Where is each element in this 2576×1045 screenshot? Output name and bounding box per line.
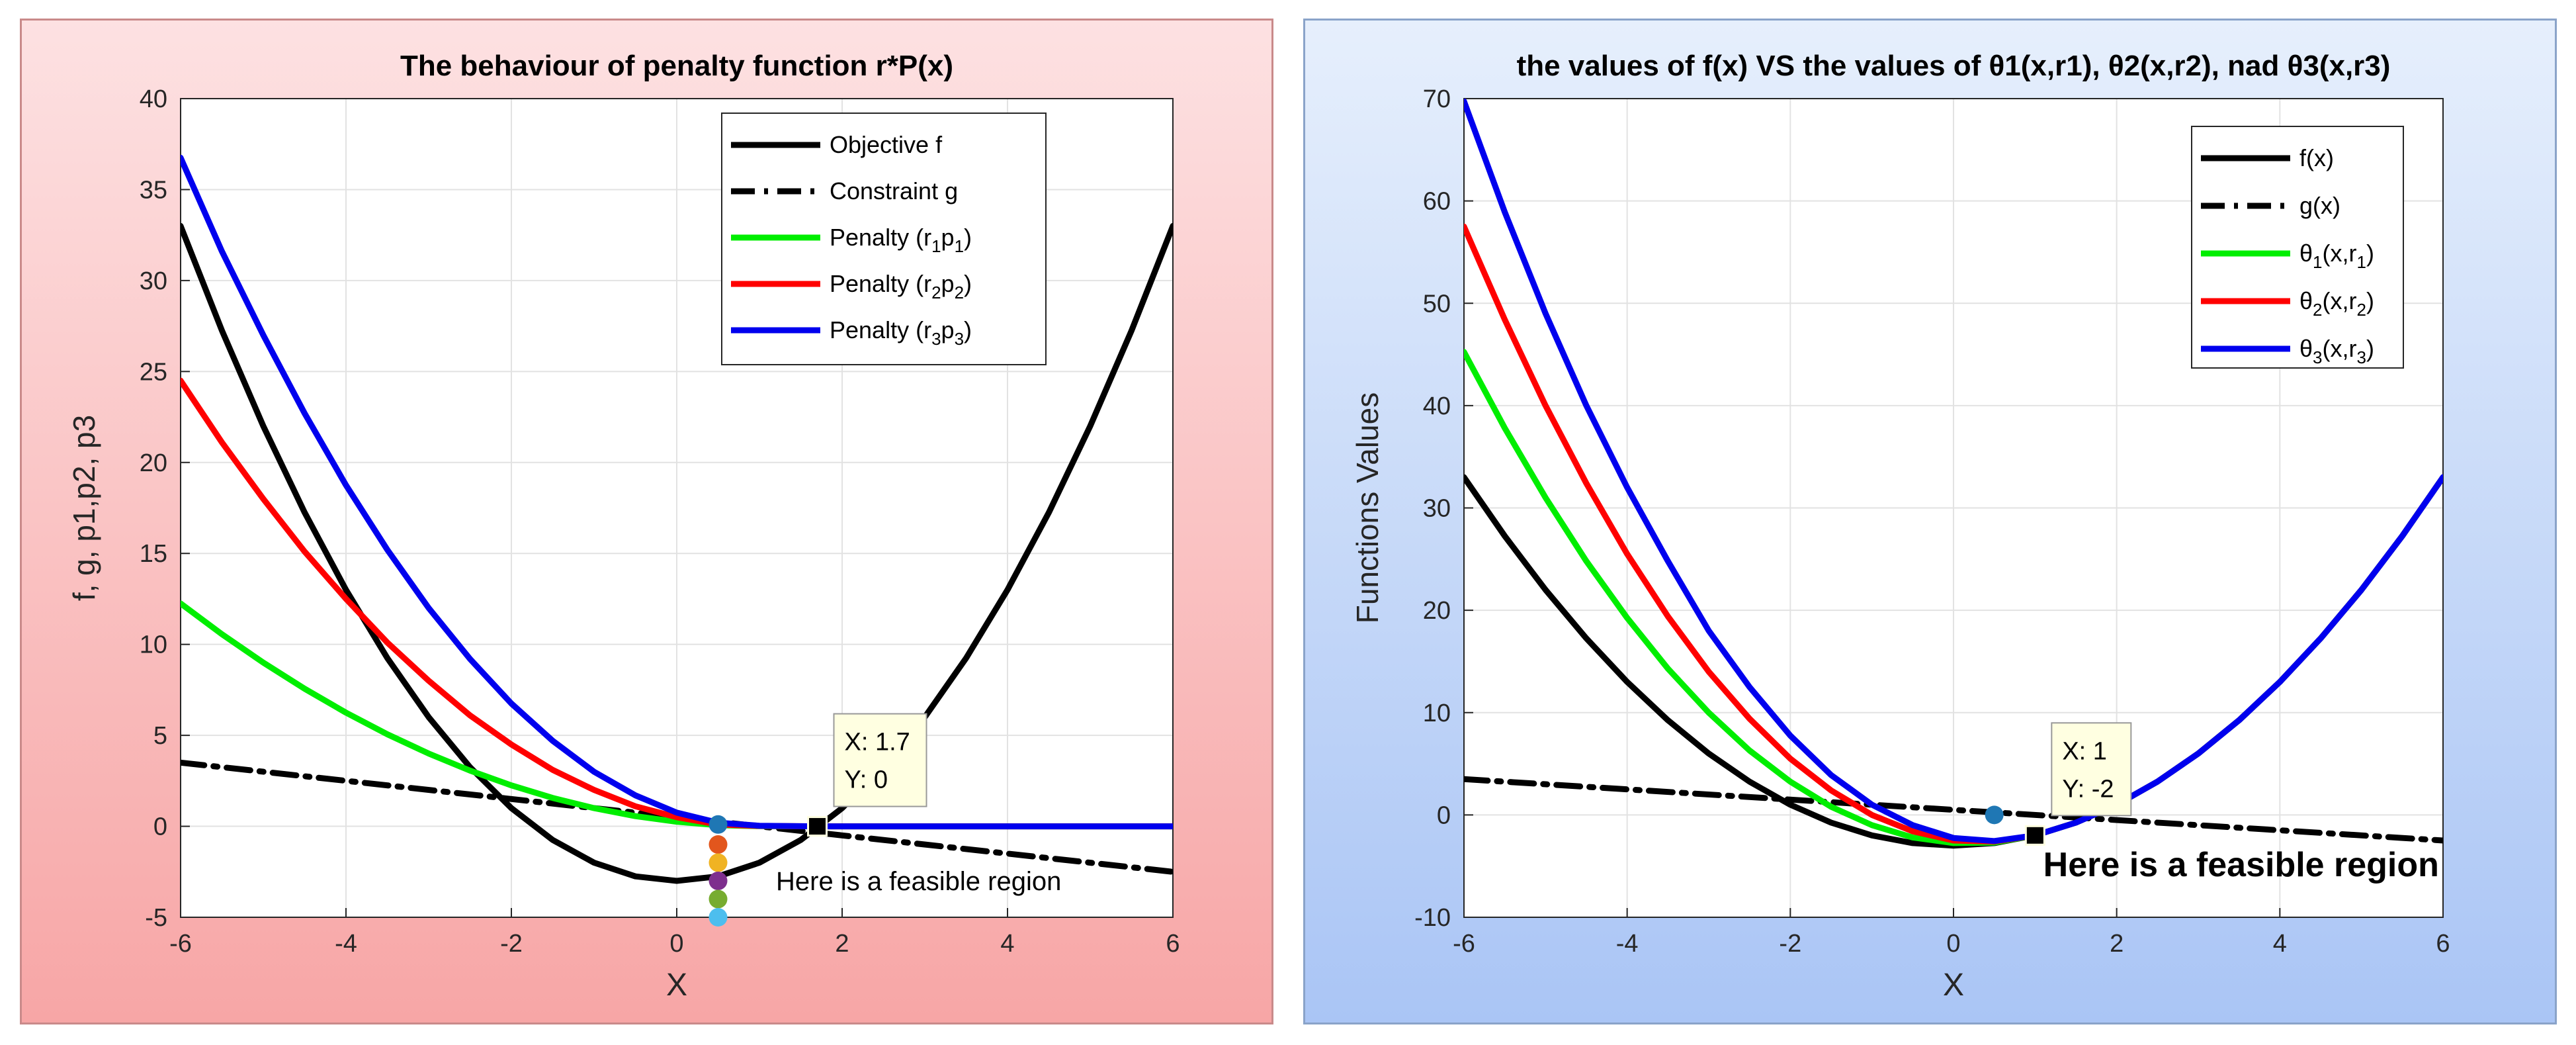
series-group <box>181 154 1173 884</box>
y-axis-label: f, g, p1,p2, p3 <box>67 415 101 601</box>
datatip: X: 1.7 Y: 0 <box>833 713 927 807</box>
y-tick-label: 5 <box>153 722 167 750</box>
function-values-chart-panel: -6 -4 -2 0 2 4 6 -10 0 10 20 30 40 50 60 70 X Functions V… <box>1303 19 2557 1024</box>
series-line-4 <box>1464 223 2038 845</box>
x-tick-label: 0 <box>1946 930 1960 958</box>
datatip-y-label: Y: -2 <box>2062 775 2114 803</box>
legend-label-5: θ3(x,r3) <box>2299 335 2374 367</box>
x-axis-label: X <box>666 968 687 1003</box>
y-tick-label: 0 <box>1437 801 1451 829</box>
legend-label-1: Objective f <box>830 131 943 158</box>
x-tick-label: 2 <box>835 930 849 958</box>
legend: f(x) g(x) θ1(x,r1) θ2(x,r2) θ3(x,r3) <box>2191 126 2404 369</box>
y-tick-label: 0 <box>153 813 167 841</box>
y-tick-label: 40 <box>140 85 167 113</box>
legend-box <box>2191 126 2404 369</box>
data-marker-4 <box>708 872 728 891</box>
penalty-behaviour-chart: -6 -4 -2 0 2 4 6 -5 0 5 10 15 20 25 30 35 40 Xf, g, p1,p2… <box>67 50 1180 1003</box>
y-tick-label: 25 <box>140 358 167 386</box>
x-tick-label: -6 <box>169 930 192 958</box>
legend-label-3: θ1(x,r1) <box>2299 240 2374 272</box>
legend-label-4: θ2(x,r2) <box>2299 287 2374 320</box>
series-group <box>1464 99 2443 849</box>
x-tick-label: 0 <box>669 930 683 958</box>
y-tick-label: 60 <box>1423 188 1451 216</box>
series-line-1 <box>181 222 1173 884</box>
y-axis-label: Functions Values <box>1350 392 1385 623</box>
series-line-2 <box>1464 776 2443 844</box>
series-line-3 <box>1464 349 2038 846</box>
datatip: X: 1 Y: -2 <box>2051 722 2132 817</box>
y-tick-label: 10 <box>140 631 167 659</box>
x-tick-label: 4 <box>1000 930 1014 958</box>
legend-label-4: Penalty (r2p2) <box>830 270 972 302</box>
legend-label-3: Penalty (r1p1) <box>830 224 972 256</box>
y-tick-label: 20 <box>140 449 167 477</box>
data-marker-6 <box>708 908 728 927</box>
y-tick-label: -10 <box>1414 904 1451 932</box>
data-marker-5 <box>708 889 728 909</box>
datatip-point <box>807 816 828 837</box>
data-marker-1 <box>1985 805 2004 825</box>
x-axis-label: X <box>1943 968 1964 1003</box>
y-tick-label: 70 <box>1423 85 1451 113</box>
function-values-chart: -6 -4 -2 0 2 4 6 -10 0 10 20 30 40 50 60 70 X Functions V… <box>1350 50 2450 1003</box>
legend-label-2: g(x) <box>2299 192 2340 219</box>
data-marker-3 <box>708 853 728 872</box>
legend-label-1: f(x) <box>2299 144 2334 171</box>
y-tick-label: -5 <box>145 904 167 932</box>
datatip-point <box>2024 825 2045 846</box>
y-tick-label: 15 <box>140 540 167 568</box>
x-tick-label: -4 <box>335 930 357 958</box>
chart-title: The behaviour of penalty function r*P(x) <box>400 50 953 82</box>
datatip-box <box>833 713 927 807</box>
y-tick-label: 50 <box>1423 290 1451 318</box>
x-tick-label: 6 <box>2436 930 2450 958</box>
x-tick-label: 4 <box>2273 930 2287 958</box>
legend: Objective f Constraint g Penalty (r1p1) Pen… <box>721 113 1047 365</box>
datatip-y-label: Y: 0 <box>845 766 888 794</box>
x-tick-label: -6 <box>1453 930 1475 958</box>
datatip-x-label: X: 1.7 <box>845 729 910 756</box>
y-tick-label: 35 <box>140 176 167 204</box>
y-tick-label: 10 <box>1423 700 1451 727</box>
data-marker-1 <box>708 815 728 834</box>
y-tick-label: 30 <box>1423 495 1451 523</box>
x-tick-label: -4 <box>1616 930 1639 958</box>
datatip-box <box>2051 722 2132 817</box>
feasible-region-annotation: Here is a feasible region <box>2043 846 2439 884</box>
series-line-5 <box>181 154 1173 830</box>
data-marker-2 <box>708 835 728 854</box>
chart-title: the values of f(x) VS the values of θ1(x… <box>1517 50 2391 82</box>
y-tick-label: 40 <box>1423 392 1451 420</box>
series-line-5 <box>1464 99 2443 844</box>
datatip-x-label: X: 1 <box>2062 737 2107 765</box>
feasible-region-annotation: Here is a feasible region <box>776 867 1061 896</box>
x-tick-label: 2 <box>2110 930 2124 958</box>
legend-label-2: Constraint g <box>830 177 958 204</box>
y-tick-label: 20 <box>1423 597 1451 625</box>
x-tick-label: -2 <box>1779 930 1801 958</box>
legend-label-5: Penalty (r3p3) <box>830 316 972 349</box>
x-tick-label: 6 <box>1166 930 1180 958</box>
x-tick-label: -2 <box>500 930 523 958</box>
y-tick-label: 30 <box>140 267 167 295</box>
